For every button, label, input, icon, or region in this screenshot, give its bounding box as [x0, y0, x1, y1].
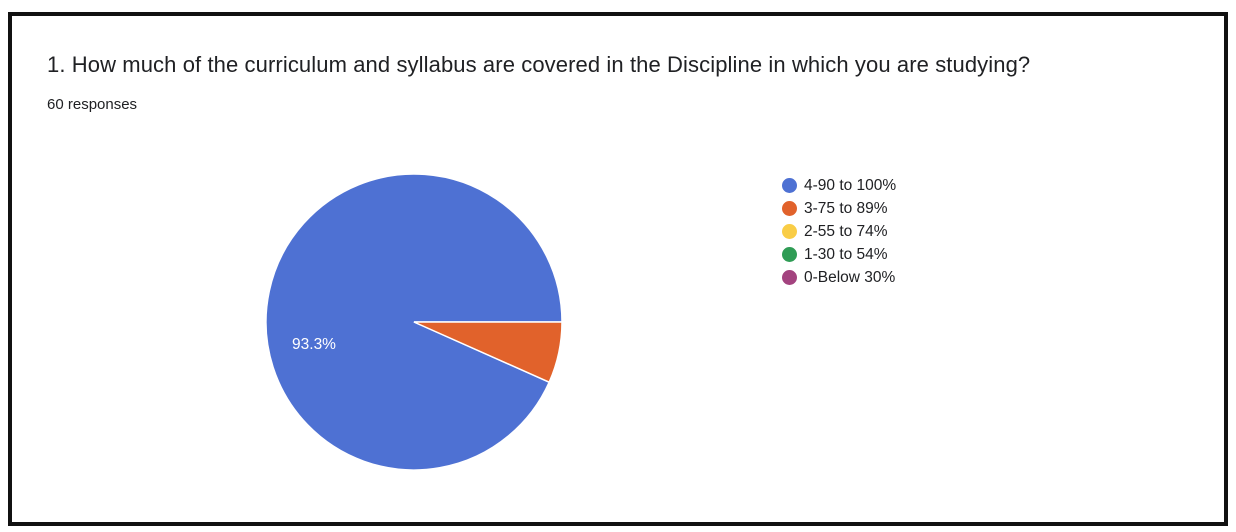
question-title: 1. How much of the curriculum and syllab…	[47, 52, 1031, 77]
response-count: 60 responses	[47, 96, 138, 113]
legend-label: 2-55 to 74%	[804, 222, 888, 240]
legend-swatch-icon	[782, 201, 797, 216]
legend-item-4[interactable]: 0-Below 30%	[782, 266, 896, 289]
legend-label: 0-Below 30%	[804, 268, 896, 286]
survey-question-card	[8, 12, 1228, 526]
legend-swatch-icon	[782, 178, 797, 193]
pie-slice-label-0: 93.3%	[292, 336, 336, 353]
legend-item-2[interactable]: 2-55 to 74%	[782, 220, 896, 243]
legend-label: 3-75 to 89%	[804, 199, 888, 217]
legend-swatch-icon	[782, 247, 797, 262]
pie-slice-1[interactable]	[413, 321, 563, 384]
legend-label: 1-30 to 54%	[804, 245, 888, 263]
legend-item-3[interactable]: 1-30 to 54%	[782, 243, 896, 266]
chart-legend: 4-90 to 100% 3-75 to 89% 2-55 to 74% 1-30 t…	[782, 174, 896, 289]
legend-swatch-icon	[782, 224, 797, 239]
legend-label: 4-90 to 100%	[804, 176, 897, 194]
legend-item-0[interactable]: 4-90 to 100%	[782, 174, 896, 197]
legend-item-1[interactable]: 3-75 to 89%	[782, 197, 896, 220]
legend-swatch-icon	[782, 270, 797, 285]
